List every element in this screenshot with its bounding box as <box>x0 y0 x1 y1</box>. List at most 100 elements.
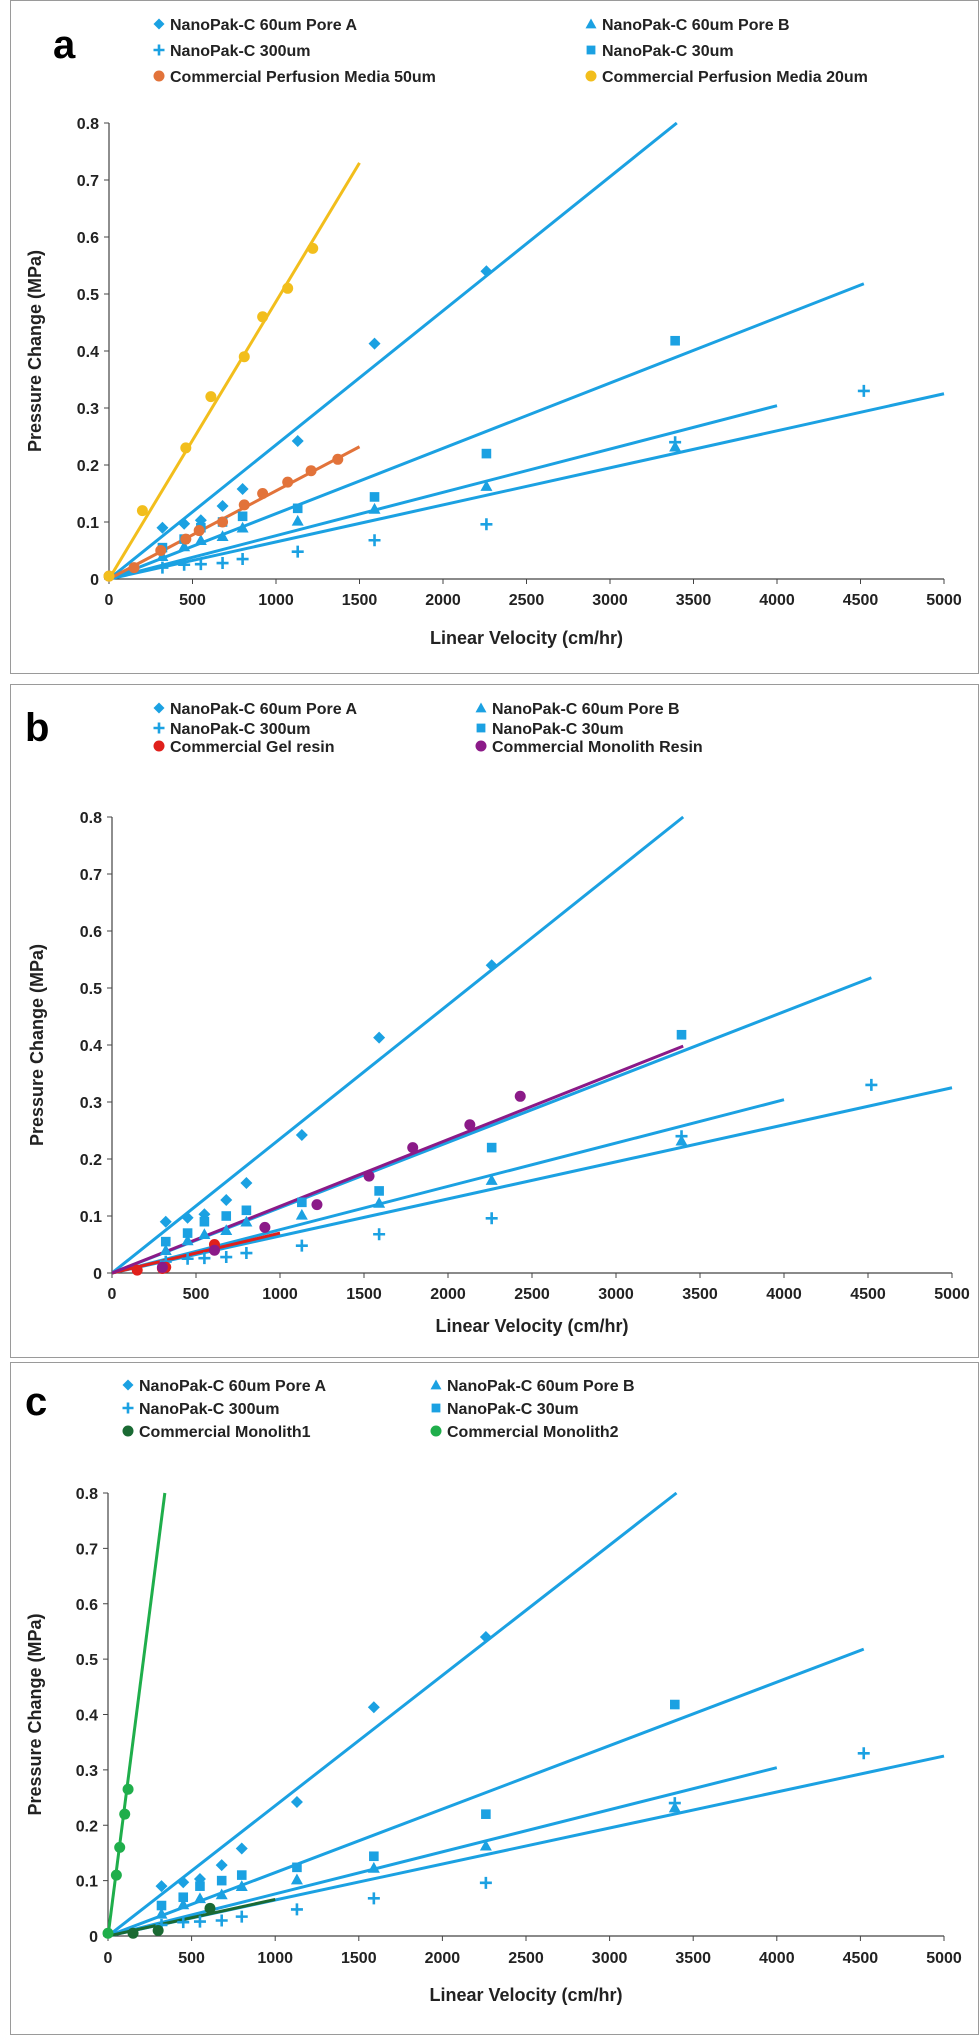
chart-panel-a: a 0 0.1 0.2 0.3 0.4 0.5 0.6 0.7 0.8 0 500 1000 1500 20… <box>10 0 979 674</box>
data-point <box>152 1924 164 1936</box>
series-nanopak-c-300um <box>155 1747 870 1931</box>
x-tick-label: 5000 <box>926 592 962 609</box>
legend-label: Commercial Monolith Resin <box>492 739 703 756</box>
data-point <box>237 511 248 522</box>
data-point <box>103 570 115 582</box>
legend-marker <box>122 1402 134 1414</box>
legend-label: NanoPak-C 300um <box>170 43 311 60</box>
x-tick-label: 1000 <box>257 1950 293 1967</box>
data-point <box>180 442 192 454</box>
data-point <box>177 1898 190 1910</box>
legend-marker <box>430 1379 442 1390</box>
data-point <box>178 1892 189 1903</box>
data-point <box>368 502 381 514</box>
data-point <box>216 530 229 542</box>
data-point <box>479 1876 492 1889</box>
data-point <box>464 1119 476 1131</box>
legend-marker <box>475 740 487 752</box>
data-point <box>194 534 207 546</box>
data-point <box>156 1900 167 1911</box>
x-tick-label: 2500 <box>508 1950 544 1967</box>
data-point <box>857 1747 870 1760</box>
data-point <box>160 1236 171 1247</box>
y-axis-title: Pressure Change (MPa) <box>27 944 47 1146</box>
x-tick-label: 2500 <box>509 592 545 609</box>
data-point <box>486 1142 497 1153</box>
data-point <box>198 1208 211 1221</box>
data-point <box>374 1186 384 1196</box>
data-point <box>159 1244 172 1255</box>
data-point <box>236 482 249 495</box>
data-point <box>367 1892 380 1905</box>
data-point <box>205 391 217 403</box>
x-tick-label: 4000 <box>766 1286 802 1303</box>
data-point <box>180 533 192 545</box>
chart-panel-b: b 0 0.1 0.2 0.3 0.4 0.5 0.6 0.7 0.8 0 500 1000 1500 20… <box>10 684 979 1358</box>
data-point <box>216 557 229 570</box>
chart-b: b 0 0.1 0.2 0.3 0.4 0.5 0.6 0.7 0.8 0 500 1000 1500 20… <box>25 701 970 1336</box>
data-point <box>131 1264 143 1276</box>
x-tick-label: 3000 <box>598 1286 634 1303</box>
data-point <box>198 1228 211 1240</box>
x-tick-label: 2000 <box>425 592 461 609</box>
series-commercial-monolith1 <box>127 1902 216 1939</box>
data-point <box>236 553 249 566</box>
legend-label: NanoPak-C 60um Pore A <box>139 1378 326 1395</box>
y-tick-label: 0 <box>89 1929 98 1946</box>
x-tick-label: 2000 <box>430 1286 466 1303</box>
y-tick-label: 0.5 <box>80 981 102 998</box>
legend: NanoPak-C 60um Pore A NanoPak-C 60um Pore… <box>153 17 868 86</box>
trend-lines <box>112 815 953 1275</box>
x-tick-label: 3000 <box>592 592 628 609</box>
x-tick-label: 3500 <box>682 1286 718 1303</box>
data-point <box>236 521 249 533</box>
y-tick-label: 0.4 <box>77 344 99 361</box>
trendline-nanopak-c-60um-pore-b <box>108 1766 778 1938</box>
panel-letter: c <box>25 1380 47 1424</box>
data-point <box>193 1892 206 1904</box>
x-tick-label: 5000 <box>934 1286 970 1303</box>
data-point <box>155 545 167 556</box>
data-point <box>290 1795 303 1808</box>
data-point <box>307 242 319 254</box>
x-tick-label: 0 <box>108 1286 117 1303</box>
y-tick-label: 0.2 <box>77 458 99 475</box>
trendline-nanopak-c-300um <box>109 392 945 581</box>
legend-label: NanoPak-C 30um <box>602 43 734 60</box>
data-point <box>292 503 303 514</box>
x-tick-label: 3000 <box>592 1950 628 1967</box>
data-point <box>156 561 169 574</box>
data-point <box>373 1228 386 1241</box>
chart-a: a 0 0.1 0.2 0.3 0.4 0.5 0.6 0.7 0.8 0 500 1000 1500 20… <box>25 17 962 648</box>
data-point <box>241 1205 252 1216</box>
x-axis-title: Linear Velocity (cm/hr) <box>429 1985 622 2005</box>
data-point <box>181 1211 194 1224</box>
x-axis-title: Linear Velocity (cm/hr) <box>430 628 623 648</box>
data-point <box>221 1211 232 1221</box>
x-tick-label: 4000 <box>759 1950 795 1967</box>
y-tick-label: 0.6 <box>80 924 102 941</box>
data-point <box>240 1247 253 1260</box>
series-commercial-monolith-resin <box>156 1090 526 1273</box>
data-point <box>675 1130 688 1143</box>
data-point <box>215 1888 228 1900</box>
y-tick-label: 0.7 <box>80 867 102 884</box>
trendline-commercial-perfusion-media-50um <box>109 445 361 581</box>
legend-marker <box>153 70 165 82</box>
data-point <box>159 1215 172 1228</box>
data-point <box>297 1197 307 1208</box>
series-nanopak-c-60um-pore-b <box>155 1801 681 1919</box>
legend-label: NanoPak-C 60um Pore B <box>602 17 790 34</box>
legend-marker <box>122 1425 134 1437</box>
data-point <box>291 435 304 448</box>
x-tick-label: 0 <box>105 592 114 609</box>
data-point <box>136 505 148 517</box>
x-axis-title: Linear Velocity (cm/hr) <box>435 1316 628 1336</box>
data-point <box>479 1839 492 1851</box>
trend-lines <box>109 121 945 581</box>
trendline-commercial-monolith-resin <box>112 1044 684 1275</box>
series-nanopak-c-30um <box>160 1029 687 1247</box>
legend-label: NanoPak-C 300um <box>139 1401 280 1418</box>
x-tick-label: 0 <box>104 1950 113 1967</box>
legend-marker <box>153 740 165 752</box>
